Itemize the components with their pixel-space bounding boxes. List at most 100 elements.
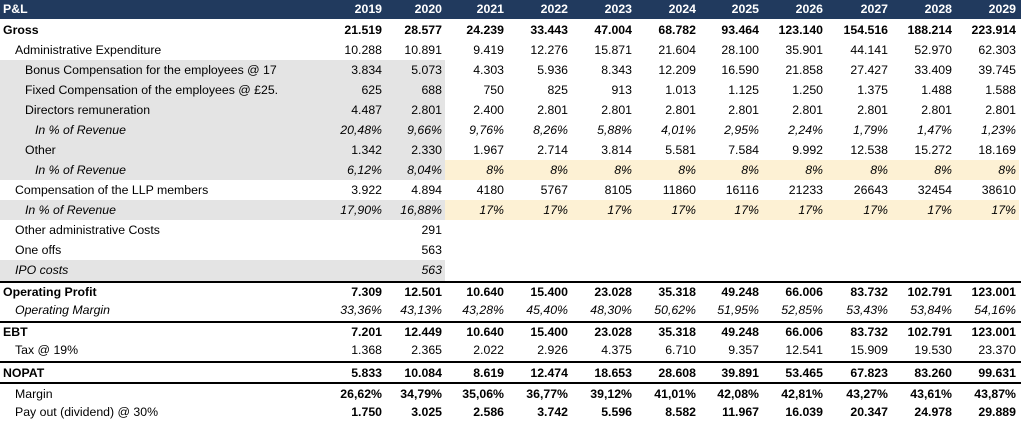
value-cell[interactable]: 93.464 xyxy=(721,23,759,37)
value-cell[interactable]: 83.260 xyxy=(914,366,952,380)
value-cell[interactable]: 49.248 xyxy=(721,325,759,339)
value-cell[interactable]: 16.590 xyxy=(721,63,759,77)
value-cell[interactable]: 17% xyxy=(699,200,762,220)
value-cell[interactable]: 3.922 xyxy=(351,183,382,197)
value-cell[interactable] xyxy=(571,220,635,240)
value-cell[interactable]: 99.631 xyxy=(978,366,1016,380)
value-cell[interactable]: 39.891 xyxy=(721,366,759,380)
value-cell[interactable]: 2.801 xyxy=(601,103,632,117)
value-cell[interactable]: 66.006 xyxy=(785,285,823,299)
value-cell[interactable]: 49.248 xyxy=(721,285,759,299)
value-cell[interactable]: 3.742 xyxy=(537,405,568,419)
value-cell[interactable]: 15.871 xyxy=(594,43,632,57)
value-cell[interactable]: 750 xyxy=(483,83,504,97)
value-cell[interactable]: 23.028 xyxy=(594,325,632,339)
row-label[interactable]: Other administrative Costs xyxy=(15,223,160,237)
value-cell[interactable]: 2.330 xyxy=(385,140,445,160)
value-cell[interactable]: 43,27% xyxy=(846,387,888,401)
value-cell[interactable]: 17% xyxy=(891,200,955,220)
value-cell[interactable]: 18.169 xyxy=(978,143,1016,157)
value-cell[interactable] xyxy=(445,260,507,281)
value-cell[interactable] xyxy=(635,240,699,260)
value-cell[interactable] xyxy=(955,240,1019,260)
value-cell[interactable]: 10.891 xyxy=(404,43,442,57)
value-cell[interactable]: 17% xyxy=(507,200,571,220)
value-cell[interactable]: 28.100 xyxy=(721,43,759,57)
value-cell[interactable]: 26,62% xyxy=(340,387,382,401)
value-cell[interactable]: 154.516 xyxy=(843,23,888,37)
value-cell[interactable] xyxy=(571,260,635,281)
year-header-2028[interactable]: 2028 xyxy=(924,2,952,16)
value-cell[interactable]: 7.584 xyxy=(728,143,759,157)
value-cell[interactable]: 53,43% xyxy=(846,303,888,317)
value-cell[interactable] xyxy=(320,260,385,281)
header-label[interactable]: P&L xyxy=(3,2,28,16)
value-cell[interactable]: 12.538 xyxy=(850,143,888,157)
value-cell[interactable]: 8.619 xyxy=(473,366,504,380)
value-cell[interactable]: 8% xyxy=(891,160,955,180)
row-label[interactable]: Gross xyxy=(3,23,39,37)
value-cell[interactable]: 12.474 xyxy=(530,366,568,380)
value-cell[interactable]: 10.084 xyxy=(404,366,442,380)
row-label[interactable]: Tax @ 19% xyxy=(15,343,79,357)
value-cell[interactable]: 43,61% xyxy=(910,387,952,401)
value-cell[interactable]: 38610 xyxy=(981,183,1016,197)
value-cell[interactable]: 1.588 xyxy=(985,83,1016,97)
year-header-2023[interactable]: 2023 xyxy=(604,2,632,16)
value-cell[interactable]: 102.791 xyxy=(907,325,952,339)
row-label[interactable]: Operating Margin xyxy=(15,303,111,317)
row-label[interactable]: Compensation of the LLP members xyxy=(15,183,209,197)
value-cell[interactable]: 62.303 xyxy=(978,43,1016,57)
value-cell[interactable]: 52.970 xyxy=(914,43,952,57)
value-cell[interactable]: 102.791 xyxy=(907,285,952,299)
value-cell[interactable]: 43,28% xyxy=(462,303,504,317)
value-cell[interactable]: 8.582 xyxy=(665,405,696,419)
value-cell[interactable]: 2.801 xyxy=(792,103,823,117)
value-cell[interactable]: 2.400 xyxy=(473,103,504,117)
value-cell[interactable] xyxy=(507,220,571,240)
value-cell[interactable]: 12.449 xyxy=(404,325,442,339)
value-cell[interactable]: 688 xyxy=(385,80,445,100)
value-cell[interactable]: 123.140 xyxy=(778,23,823,37)
value-cell[interactable]: 16116 xyxy=(725,183,759,197)
value-cell[interactable]: 47.004 xyxy=(594,23,632,37)
value-cell[interactable]: 41,01% xyxy=(654,387,696,401)
value-cell[interactable]: 20.347 xyxy=(850,405,888,419)
value-cell[interactable]: 1.750 xyxy=(351,405,382,419)
value-cell[interactable]: 6.710 xyxy=(665,343,696,357)
value-cell[interactable]: 123.001 xyxy=(971,325,1016,339)
value-cell[interactable]: 9.419 xyxy=(473,43,504,57)
value-cell[interactable] xyxy=(507,240,571,260)
value-cell[interactable]: 43,13% xyxy=(400,303,442,317)
value-cell[interactable]: 27.427 xyxy=(850,63,888,77)
year-header-2029[interactable]: 2029 xyxy=(988,2,1016,16)
value-cell[interactable]: 66.006 xyxy=(785,325,823,339)
value-cell[interactable]: 2.801 xyxy=(665,103,696,117)
value-cell[interactable]: 83.732 xyxy=(850,285,888,299)
value-cell[interactable]: 291 xyxy=(421,223,442,237)
value-cell[interactable] xyxy=(571,240,635,260)
value-cell[interactable]: 2.714 xyxy=(537,143,568,157)
value-cell[interactable]: 8,04% xyxy=(385,160,445,180)
value-cell[interactable]: 2,95% xyxy=(724,123,759,137)
value-cell[interactable]: 43,87% xyxy=(974,387,1016,401)
value-cell[interactable]: 223.914 xyxy=(971,23,1016,37)
value-cell[interactable]: 83.732 xyxy=(850,325,888,339)
value-cell[interactable]: 16,88% xyxy=(385,200,445,220)
value-cell[interactable]: 5.073 xyxy=(385,60,445,80)
value-cell[interactable]: 35.901 xyxy=(785,43,823,57)
value-cell[interactable]: 4.375 xyxy=(601,343,632,357)
value-cell[interactable]: 23.370 xyxy=(978,343,1016,357)
value-cell[interactable]: 8% xyxy=(699,160,762,180)
value-cell[interactable]: 2.586 xyxy=(473,405,504,419)
value-cell[interactable]: 12.209 xyxy=(658,63,696,77)
value-cell[interactable]: 7.309 xyxy=(351,285,382,299)
value-cell[interactable] xyxy=(762,220,826,240)
value-cell[interactable]: 1.375 xyxy=(857,83,888,97)
value-cell[interactable]: 563 xyxy=(421,243,442,257)
row-label[interactable]: Margin xyxy=(15,387,53,401)
value-cell[interactable]: 1,23% xyxy=(981,123,1016,137)
value-cell[interactable]: 2.022 xyxy=(473,343,504,357)
value-cell[interactable]: 2.801 xyxy=(857,103,888,117)
value-cell[interactable] xyxy=(891,240,955,260)
